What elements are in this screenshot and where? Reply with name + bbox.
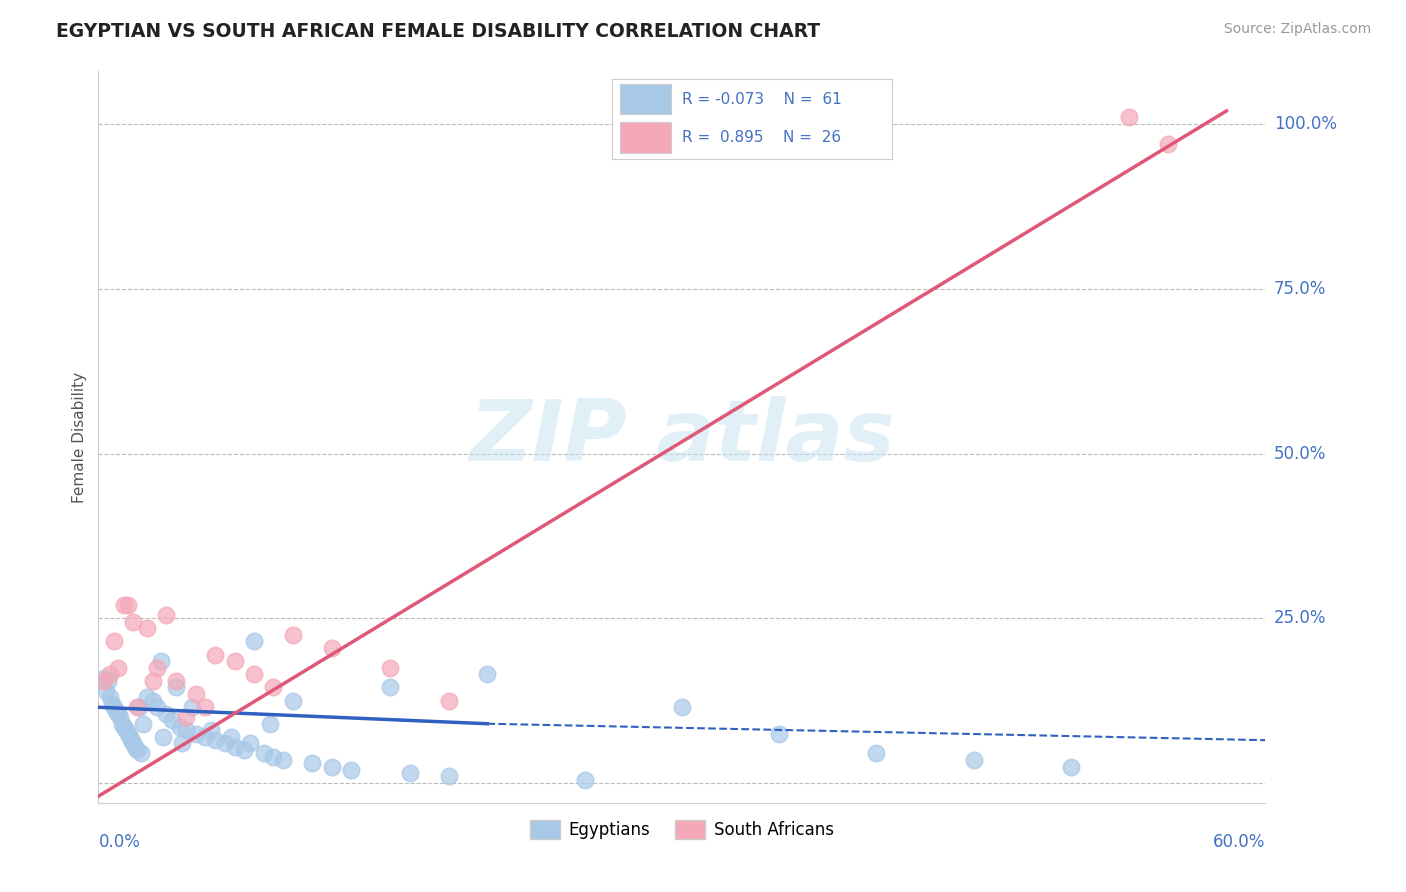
Point — [98, 690, 121, 705]
Text: 25.0%: 25.0% — [1274, 609, 1326, 627]
Point — [243, 667, 266, 681]
Point — [233, 743, 256, 757]
Point — [155, 706, 177, 721]
Point — [262, 749, 284, 764]
Text: EGYPTIAN VS SOUTH AFRICAN FEMALE DISABILITY CORRELATION CHART: EGYPTIAN VS SOUTH AFRICAN FEMALE DISABIL… — [56, 22, 820, 41]
Point — [243, 634, 266, 648]
Point — [149, 654, 172, 668]
Text: 75.0%: 75.0% — [1274, 280, 1326, 298]
Point — [321, 759, 343, 773]
Point — [224, 739, 246, 754]
Point — [340, 763, 363, 777]
Point — [121, 733, 143, 747]
Point — [224, 654, 246, 668]
Text: 50.0%: 50.0% — [1274, 444, 1326, 463]
Point — [165, 673, 187, 688]
Point — [107, 661, 129, 675]
Point — [184, 687, 207, 701]
Point — [112, 720, 135, 734]
Legend: Egyptians, South Africans: Egyptians, South Africans — [523, 814, 841, 846]
Point — [174, 710, 197, 724]
Point — [118, 730, 141, 744]
Point — [321, 640, 343, 655]
Point — [194, 730, 217, 744]
Y-axis label: Female Disability: Female Disability — [72, 371, 87, 503]
Point — [1157, 136, 1180, 151]
Text: ZIP atlas: ZIP atlas — [470, 395, 894, 479]
Point — [437, 693, 460, 707]
Point — [155, 607, 177, 622]
Point — [865, 747, 887, 761]
Point — [259, 716, 281, 731]
Point — [108, 710, 131, 724]
Point — [129, 747, 152, 761]
Point — [152, 730, 174, 744]
Point — [380, 661, 402, 675]
Point — [127, 743, 149, 757]
Point — [239, 737, 262, 751]
Text: 0.0%: 0.0% — [98, 833, 141, 851]
Point — [1060, 759, 1083, 773]
Point — [146, 700, 169, 714]
Point — [103, 634, 125, 648]
Point — [200, 723, 222, 738]
Point — [146, 661, 169, 675]
Point — [253, 747, 276, 761]
Point — [170, 737, 193, 751]
Point — [214, 737, 236, 751]
Point — [107, 706, 129, 721]
Point — [194, 700, 217, 714]
Point — [165, 681, 187, 695]
Point — [117, 726, 139, 740]
Point — [437, 769, 460, 783]
Point — [204, 733, 226, 747]
Point — [477, 667, 499, 681]
Point — [103, 700, 125, 714]
Point — [124, 739, 146, 754]
Point — [142, 673, 165, 688]
Point — [142, 693, 165, 707]
Point — [671, 700, 693, 714]
Point — [281, 628, 304, 642]
Text: 60.0%: 60.0% — [1213, 833, 1265, 851]
Point — [96, 683, 118, 698]
Point — [281, 693, 304, 707]
Point — [136, 690, 159, 705]
Point — [97, 673, 120, 688]
Point — [768, 726, 790, 740]
Point — [114, 723, 136, 738]
Point — [93, 673, 115, 688]
Point — [104, 704, 127, 718]
Point — [136, 621, 159, 635]
Point — [117, 598, 139, 612]
Point — [271, 753, 294, 767]
Point — [262, 681, 284, 695]
Point — [122, 737, 145, 751]
Point — [962, 753, 984, 767]
Point — [380, 681, 402, 695]
Point — [132, 716, 155, 731]
Point — [169, 720, 191, 734]
Point — [174, 723, 197, 738]
Point — [112, 598, 135, 612]
Text: Source: ZipAtlas.com: Source: ZipAtlas.com — [1223, 22, 1371, 37]
Point — [93, 671, 115, 685]
Point — [127, 700, 149, 714]
Text: 100.0%: 100.0% — [1274, 115, 1337, 133]
Point — [128, 700, 150, 714]
Point — [180, 700, 202, 714]
Point — [122, 615, 145, 629]
Point — [98, 667, 121, 681]
Point — [111, 716, 134, 731]
Point — [301, 756, 323, 771]
Point — [219, 730, 242, 744]
Point — [162, 714, 184, 728]
Point — [184, 726, 207, 740]
Point — [204, 648, 226, 662]
Point — [101, 697, 124, 711]
Point — [1118, 111, 1140, 125]
Point — [574, 772, 596, 787]
Point — [398, 766, 420, 780]
